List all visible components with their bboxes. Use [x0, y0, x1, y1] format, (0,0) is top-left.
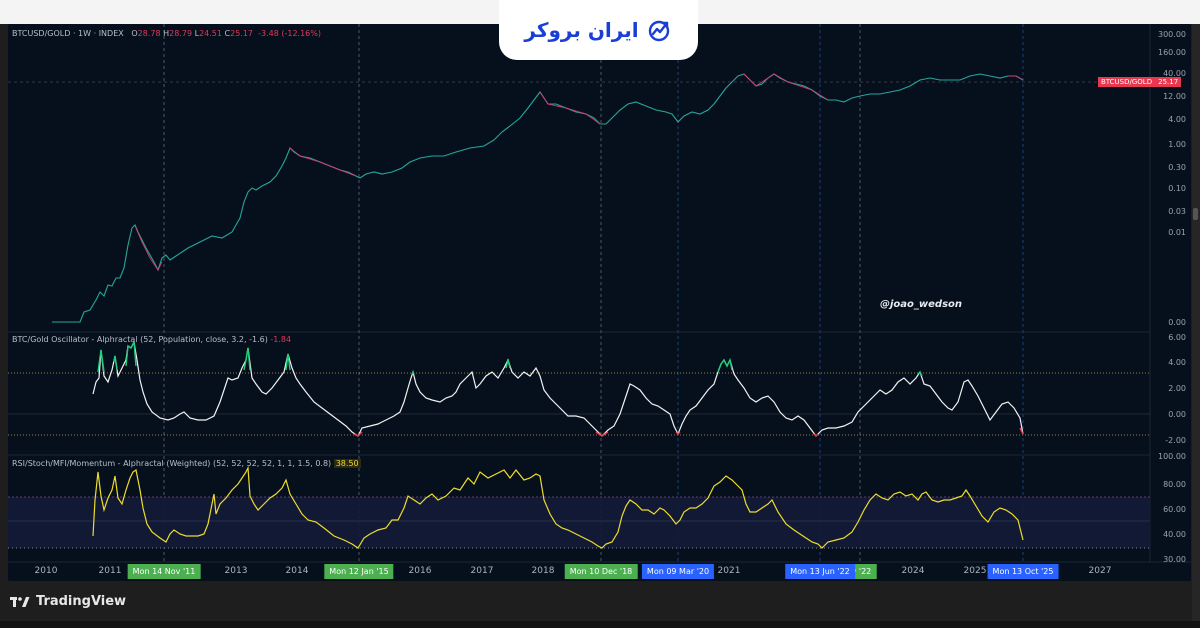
x-tick: 2018	[531, 566, 555, 576]
y-tick: 80.00	[1163, 480, 1186, 489]
tradingview-logo[interactable]: TradingView	[10, 594, 126, 609]
momentum-legend[interactable]: RSI/Stoch/MFI/Momentum - Alphractal (Wei…	[12, 459, 361, 468]
y-tick: 1.00	[1168, 140, 1186, 149]
trend-chart-icon	[648, 20, 669, 42]
y-tick: 30.00	[1163, 555, 1186, 564]
price-tag-symbol: BTCUSD/GOLD	[1101, 78, 1153, 86]
bottom-strip	[0, 621, 1200, 628]
brand-tab: ایران بروکر	[499, 0, 698, 60]
y-tick: 0.10	[1168, 184, 1186, 193]
x-tick: 2027	[1088, 566, 1112, 576]
y-tick: 2.00	[1168, 384, 1186, 393]
x-tick: 2016	[408, 566, 432, 576]
x-tick: 2013	[224, 566, 248, 576]
high-value: 28.79	[169, 29, 193, 38]
y-tick: 0.00	[1168, 318, 1186, 327]
price-tag: BTCUSD/GOLD 25.17	[1098, 77, 1182, 87]
x-tick: 2010	[34, 566, 58, 576]
y-tick: 6.00	[1168, 333, 1186, 342]
momentum-title: RSI/Stoch/MFI/Momentum - Alphractal (Wei…	[12, 459, 332, 468]
date-marker: Mon 13 Jun '22	[785, 564, 855, 579]
y-tick: 0.03	[1168, 207, 1186, 216]
cycle-lines	[163, 24, 861, 562]
close-value: 25.17	[230, 29, 254, 38]
momentum-series	[92, 465, 1024, 549]
scrollbar-thumb[interactable]	[1193, 208, 1198, 220]
date-marker: Mon 09 Mar '20	[641, 564, 715, 579]
low-value: 24.51	[199, 29, 222, 38]
oscillator-value: -1.84	[270, 335, 292, 344]
y-tick: 300.00	[1158, 30, 1186, 39]
x-tick: 2011	[98, 566, 122, 576]
y-tick: 0.00	[1168, 410, 1186, 419]
main-pane-legend[interactable]: BTCUSD/GOLD · 1W · INDEX O28.78 H28.79 L…	[12, 29, 321, 38]
source-label: INDEX	[98, 29, 124, 38]
change-value: -3.48 (-12.16%)	[258, 29, 321, 38]
oscillator-title: BTC/Gold Oscillator - Alphractal (52, Po…	[12, 335, 268, 344]
price-tag-value: 25.17	[1158, 78, 1179, 86]
x-tick: 2017	[470, 566, 494, 576]
oscillator-series	[92, 340, 1024, 437]
author-watermark: @joao_wedson	[880, 299, 963, 310]
x-tick: 2021	[717, 566, 741, 576]
y-tick: 160.00	[1158, 48, 1186, 57]
oscillator-legend[interactable]: BTC/Gold Oscillator - Alphractal (52, Po…	[12, 335, 291, 344]
chart-frame	[8, 24, 1191, 581]
y-tick: 0.01	[1168, 228, 1186, 237]
tradingview-logo-icon	[10, 596, 30, 607]
y-tick: 4.00	[1168, 358, 1186, 367]
date-marker: Mon 10 Dec '18	[564, 564, 638, 579]
symbol-label: BTCUSD/GOLD	[12, 29, 71, 38]
interval-label: 1W	[78, 29, 92, 38]
date-marker: Mon 12 Jan '15	[324, 564, 394, 579]
y-tick: 12.00	[1163, 92, 1186, 101]
momentum-value: 38.50	[333, 459, 361, 468]
x-tick: 2024	[901, 566, 925, 576]
y-tick: 100.00	[1158, 452, 1186, 461]
tradingview-brand: TradingView	[36, 594, 127, 609]
y-tick: 60.00	[1163, 505, 1186, 514]
y-tick: -2.00	[1165, 436, 1186, 445]
x-tick: 2025	[963, 566, 987, 576]
date-marker: Mon 13 Oct '25	[987, 564, 1059, 579]
y-tick: 40.00	[1163, 69, 1186, 78]
open-value: 28.78	[137, 29, 161, 38]
brand-name: ایران بروکر	[524, 18, 639, 42]
y-tick: 4.00	[1168, 115, 1186, 124]
y-tick: 40.00	[1163, 530, 1186, 539]
scrollbar[interactable]	[1192, 24, 1200, 621]
x-tick: 2014	[285, 566, 309, 576]
price-series	[52, 73, 1024, 323]
date-marker: Mon 14 Nov '11	[127, 564, 201, 579]
y-tick: 0.30	[1168, 163, 1186, 172]
